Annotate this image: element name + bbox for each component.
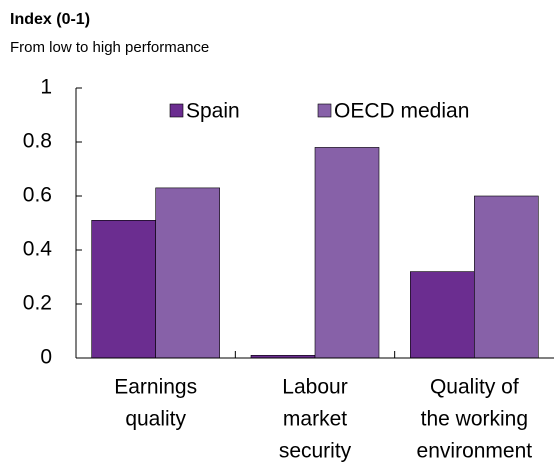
legend-swatch [169,103,184,118]
x-tick-label: Labour [282,376,347,399]
x-tick-label: Quality of [430,376,519,399]
chart-title: Index (0-1) [10,11,90,28]
y-tick-label: 1 [40,76,52,99]
bar [314,147,380,359]
bar [410,271,475,359]
x-tick-label: Earnings [114,376,197,399]
y-tick-label: 0 [40,346,52,369]
bar [474,195,539,359]
chart-subtitle: From low to high performance [10,39,209,56]
y-tick-label: 0.8 [23,130,52,153]
y-tick-label: 0.4 [23,238,53,261]
legend-label: Spain [186,100,240,123]
x-tick-label: the working [421,408,528,431]
y-tick-label: 0.6 [23,184,52,207]
legend-swatch [317,103,332,118]
y-tick-label: 0.2 [23,292,52,315]
x-tick-label: environment [417,440,533,463]
bar [91,220,156,359]
x-tick-label: quality [125,408,186,431]
x-tick-label: security [279,440,352,463]
bar [155,187,220,359]
legend-label: OECD median [334,100,469,123]
x-tick-label: market [283,408,347,431]
